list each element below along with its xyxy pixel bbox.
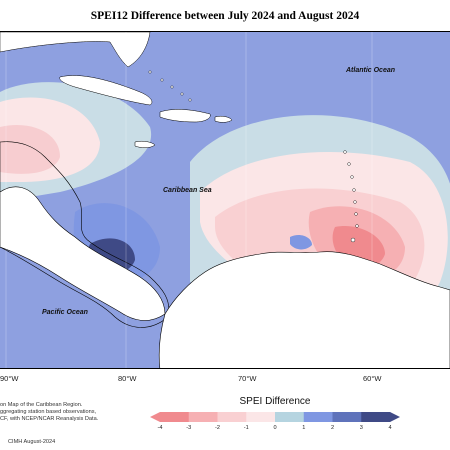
- legend-arrow-right: [390, 412, 400, 422]
- legend-tick-label: -3: [186, 425, 192, 431]
- north-america-land: [0, 32, 151, 68]
- anomaly-wet-spot: [290, 234, 312, 250]
- legend-tick-label: -4: [157, 425, 163, 431]
- legend-tick-label: 4: [388, 425, 392, 431]
- legend-tick-label: 3: [359, 425, 363, 431]
- description-line-3: CF, with NCEP/NCAR Reanalysis Data.: [0, 416, 99, 422]
- legend-tick-label: -2: [215, 425, 220, 431]
- map-title: SPEI12 Difference between July 2024 and …: [90, 10, 360, 22]
- bahamas-islands: [148, 70, 192, 102]
- legend-title: SPEI Difference: [239, 396, 311, 407]
- jamaica-land: [134, 140, 156, 148]
- lon-label-60w: 60°W: [363, 374, 382, 383]
- caribbean-sea-label: Caribbean Sea: [163, 187, 212, 194]
- central-america-land: [0, 186, 166, 321]
- legend-swatch: [246, 412, 276, 422]
- legend-colorbar: [150, 412, 400, 422]
- lesser-antilles: [343, 150, 359, 243]
- map-description: on Map of the Caribbean Region. ggregati…: [0, 402, 140, 423]
- lon-label-90w: 90°W: [0, 374, 19, 383]
- legend-tick-label: 1: [302, 425, 306, 431]
- legend-arrow-left: [150, 412, 160, 422]
- credit-text: CIMH August-2024: [8, 439, 56, 445]
- description-line-1: on Map of the Caribbean Region.: [0, 402, 83, 408]
- legend-swatch: [332, 412, 362, 422]
- spei-map: [0, 32, 450, 368]
- atlantic-ocean-label: Atlantic Ocean: [346, 67, 396, 74]
- graticule: [5, 32, 373, 368]
- hispaniola-land: [159, 109, 211, 123]
- legend-swatch: [275, 412, 305, 422]
- pacific-ocean-label: Pacific Ocean: [42, 309, 88, 316]
- legend-swatches: [150, 412, 400, 422]
- legend-tick-label: 2: [330, 425, 335, 431]
- map-panel: Atlantic Ocean Caribbean Sea Pacific Oce…: [0, 31, 450, 369]
- anomaly-west-mid: [0, 125, 60, 174]
- legend-tick-label: 0: [273, 425, 277, 431]
- lon-label-70w: 70°W: [238, 374, 257, 383]
- legend-tick-label: -1: [243, 425, 249, 431]
- puerto-rico-land: [214, 115, 233, 123]
- legend-swatch: [160, 412, 190, 422]
- cuba-land: [59, 75, 153, 106]
- description-line-2: ggregating station based observations,: [0, 409, 97, 415]
- central-america-outline: [0, 141, 170, 328]
- lon-label-80w: 80°W: [118, 374, 137, 383]
- south-america-land: [158, 251, 450, 368]
- legend-swatch: [217, 412, 247, 422]
- legend-swatch: [188, 412, 218, 422]
- legend-swatch: [303, 412, 333, 422]
- legend-swatch: [361, 412, 391, 422]
